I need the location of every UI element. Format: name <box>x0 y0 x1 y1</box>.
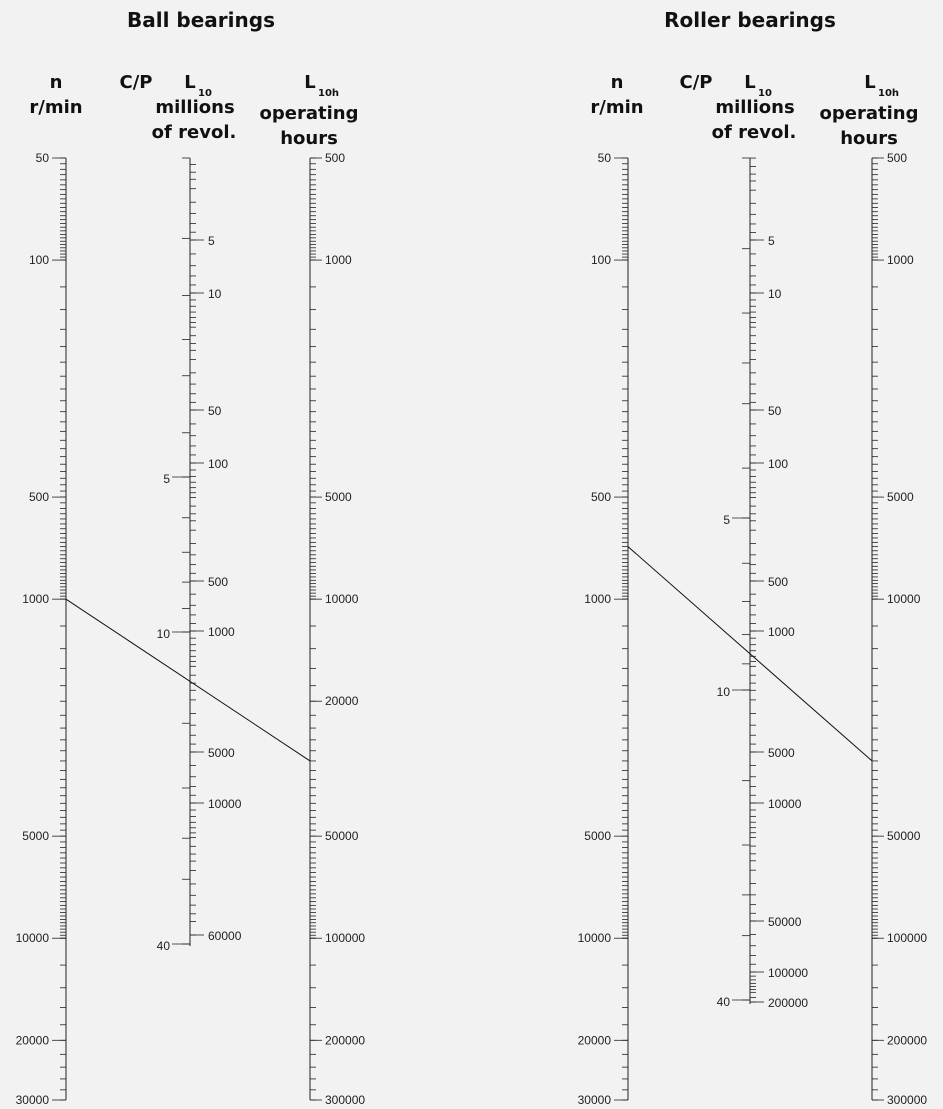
l10-tick-label: 50000 <box>768 915 802 929</box>
l10-tick-label: 1000 <box>208 625 235 639</box>
l10-header-symbol: L <box>184 72 195 93</box>
l10h-tick-label: 20000 <box>325 694 359 708</box>
l10h-header-line1: operating <box>820 103 919 124</box>
l10-tick-label: 50 <box>768 404 782 418</box>
l10-tick-label: 500 <box>768 575 788 589</box>
l10h-header-line2: hours <box>280 128 338 149</box>
panel-title: Ball bearings <box>127 8 275 32</box>
l10-tick-label: 5000 <box>208 746 235 760</box>
ball-scales: 50 100 500 1000 5000 10000 20000 30000 500 1000 50… <box>16 151 366 1107</box>
n-header-unit: r/min <box>590 97 643 118</box>
l10-tick-label: 10 <box>768 287 782 301</box>
l10-tick-label: 5000 <box>768 746 795 760</box>
l10-tick-label: 10 <box>208 287 222 301</box>
cp-header: C/P <box>680 72 713 93</box>
example-reading-line <box>65 598 311 762</box>
l10h-tick-label: 300000 <box>325 1093 365 1107</box>
l10h-tick-label: 500 <box>887 151 907 165</box>
ball-bearings-panel: Ball bearings n r/min C/P L 10 millions … <box>16 8 366 1107</box>
l10h-header-subscript: 10h <box>318 88 339 99</box>
l10h-tick-label: 100000 <box>887 931 927 945</box>
l10-tick-label: 200000 <box>768 996 808 1010</box>
l10h-header-line2: hours <box>840 128 898 149</box>
l10-tick-label: 10000 <box>768 797 802 811</box>
l10h-tick-label: 500 <box>325 151 345 165</box>
panel-title: Roller bearings <box>664 8 836 32</box>
cp-tick-label: 5 <box>163 472 170 486</box>
l10h-tick-label: 100000 <box>325 931 365 945</box>
n-tick-label: 30000 <box>16 1093 50 1107</box>
l10-tick-label: 100000 <box>768 966 808 980</box>
n-tick-label: 10000 <box>16 931 50 945</box>
l10-tick-label: 1000 <box>768 625 795 639</box>
l10-tick-label: 50 <box>208 404 222 418</box>
l10h-tick-label: 5000 <box>325 490 352 504</box>
cp-tick-label: 40 <box>717 995 731 1009</box>
l10-header-line1: millions <box>155 97 234 118</box>
n-tick-label: 5000 <box>22 829 49 843</box>
n-tick-label: 500 <box>591 490 611 504</box>
l10-tick-label: 100 <box>208 457 228 471</box>
cp-tick-label: 10 <box>717 685 731 699</box>
n-tick-label: 20000 <box>16 1033 50 1047</box>
n-tick-label: 1000 <box>584 592 611 606</box>
l10-header-symbol: L <box>744 72 755 93</box>
l10h-tick-label: 50000 <box>325 829 359 843</box>
l10-tick-label: 5 <box>208 234 215 248</box>
l10h-header-subscript: 10h <box>878 88 899 99</box>
l10h-header-line1: operating <box>260 103 359 124</box>
n-tick-label: 10000 <box>578 931 612 945</box>
l10-header-line2: of revol. <box>152 122 237 143</box>
cp-tick-label: 5 <box>723 513 730 527</box>
l10h-header-symbol: L <box>304 72 315 93</box>
n-header-symbol: n <box>611 72 624 93</box>
l10h-tick-label: 1000 <box>887 253 914 267</box>
example-reading-line <box>627 546 873 762</box>
l10-tick-label: 60000 <box>208 929 242 943</box>
l10-header-subscript: 10 <box>198 88 212 99</box>
l10h-header-symbol: L <box>864 72 875 93</box>
cp-tick-label: 10 <box>157 627 171 641</box>
roller-bearings-panel: Roller bearings n r/min C/P L 10 million… <box>578 8 928 1107</box>
l10-tick-label: 5 <box>768 234 775 248</box>
cp-tick-label: 40 <box>157 939 171 953</box>
l10-header-subscript: 10 <box>758 88 772 99</box>
n-tick-label: 50 <box>36 151 50 165</box>
n-tick-label: 100 <box>591 253 611 267</box>
n-tick-label: 1000 <box>22 592 49 606</box>
n-tick-label: 50 <box>598 151 612 165</box>
n-tick-label: 5000 <box>584 829 611 843</box>
l10h-tick-label: 200000 <box>325 1033 365 1047</box>
l10h-tick-label: 200000 <box>887 1033 927 1047</box>
l10-header-line2: of revol. <box>712 122 797 143</box>
l10-tick-label: 100 <box>768 457 788 471</box>
l10h-tick-label: 5000 <box>887 490 914 504</box>
l10h-tick-label: 10000 <box>887 592 921 606</box>
cp-header: C/P <box>120 72 153 93</box>
l10h-tick-label: 1000 <box>325 253 352 267</box>
n-tick-label: 30000 <box>578 1093 612 1107</box>
l10h-tick-label: 50000 <box>887 829 921 843</box>
l10-tick-label: 500 <box>208 575 228 589</box>
l10-tick-label: 10000 <box>208 797 242 811</box>
l10-header-line1: millions <box>715 97 794 118</box>
l10h-tick-label: 10000 <box>325 592 359 606</box>
n-header-unit: r/min <box>29 97 82 118</box>
n-tick-label: 100 <box>29 253 49 267</box>
l10h-tick-label: 300000 <box>887 1093 927 1107</box>
n-tick-label: 20000 <box>578 1033 612 1047</box>
roller-scales: 50 100 500 1000 5000 10000 20000 30000 500 1000 50… <box>578 151 928 1107</box>
n-tick-label: 500 <box>29 490 49 504</box>
n-header-symbol: n <box>50 72 63 93</box>
